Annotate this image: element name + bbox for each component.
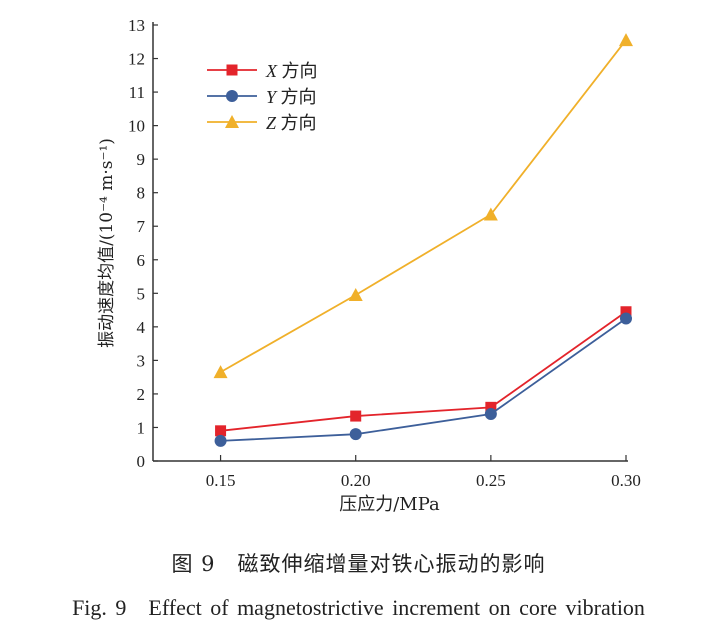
y-tick-label: 3 [137,351,146,370]
y-tick-label: 11 [129,83,145,102]
y-tick-label: 12 [128,50,145,69]
legend-label: Z 方向 [266,113,317,134]
data-point-y [349,428,362,441]
y-tick-label: 4 [137,318,146,337]
legend-marker [226,90,238,102]
legend-marker [225,115,239,128]
series-line-y [220,317,627,442]
data-point-y [620,312,632,325]
legend-marker [226,64,238,76]
y-tick-label: 2 [137,385,146,404]
y-axis-label: 振动速度均值/(10⁻⁴ m·s⁻¹) [97,138,117,348]
x-tick-label: 0.30 [611,471,641,490]
y-tick-label: 13 [128,16,145,35]
x-axis-label: 压应力/MPa [339,494,440,515]
series-line-z [220,39,627,373]
x-tick-label: 0.15 [206,471,236,490]
data-point-x [620,306,632,318]
y-tick-label: 8 [137,184,146,203]
data-point-y [214,434,227,447]
data-point-z [483,207,498,221]
data-point-z [619,33,633,47]
y-tick-label: 5 [137,284,146,303]
caption-english: Fig. 9 Effect of magnetostrictive increm… [72,595,645,620]
y-tick-label: 6 [137,251,146,270]
y-tick-label: 1 [137,418,146,437]
data-point-z [213,365,228,379]
data-point-z [348,287,363,301]
x-tick-label: 0.20 [341,471,371,490]
legend-label: Y 方向 [266,87,317,108]
data-point-x [485,401,497,413]
y-tick-label: 10 [128,117,145,136]
data-point-x [215,425,227,437]
legend-label: X 方向 [265,61,318,82]
y-tick-label: 7 [137,217,146,236]
y-tick-label: 9 [137,150,146,169]
y-tick-label: 0 [137,452,146,471]
data-point-x [350,410,362,422]
data-point-y [484,408,497,421]
x-tick-label: 0.25 [476,471,506,490]
caption-chinese: 图 9 磁致伸缩增量对铁心振动的影响 [171,552,546,576]
series-line-x [220,311,627,432]
